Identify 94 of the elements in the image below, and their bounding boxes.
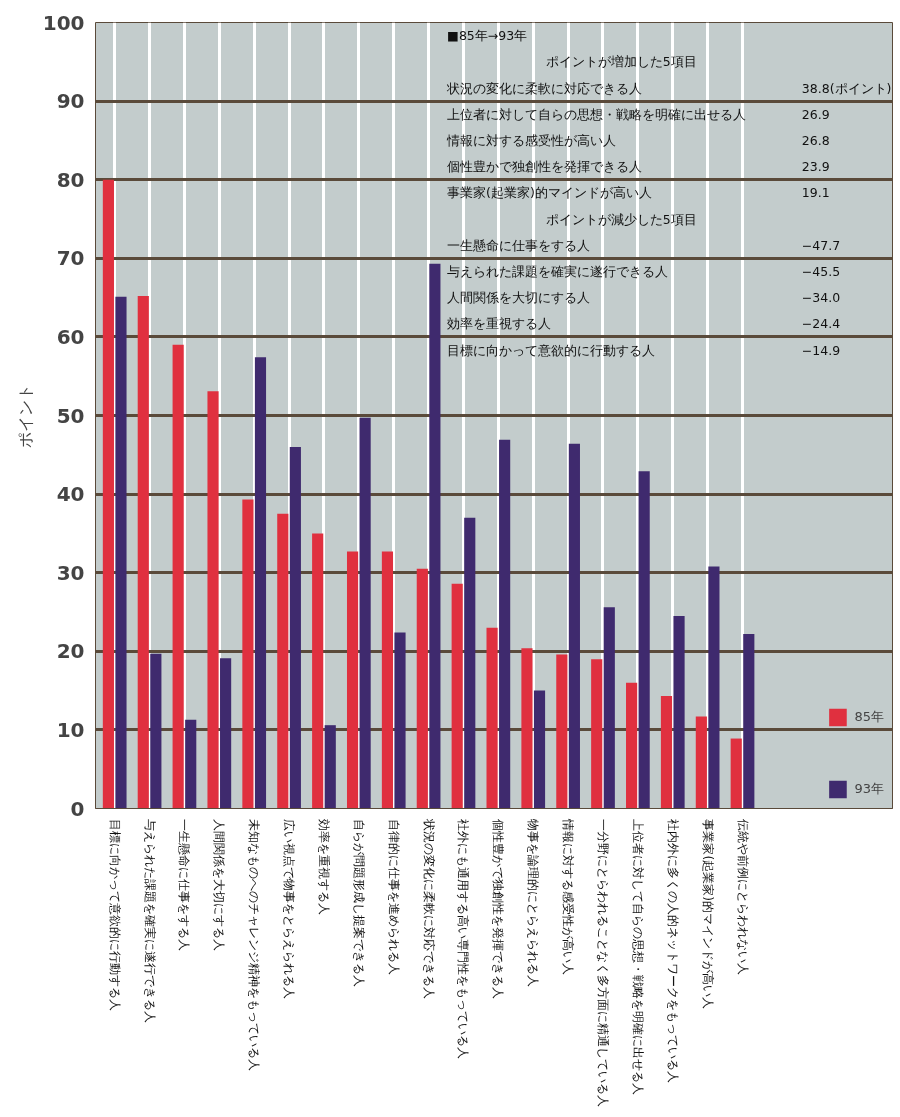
bar	[289, 446, 301, 809]
y-tick-label: 40	[56, 482, 85, 507]
bar	[568, 443, 580, 809]
bar	[242, 499, 254, 809]
category-label: 上位者に対して自らの思想・戦略を明確に出せる人	[447, 106, 747, 122]
x-tick-label: 一生懸命に仕事をする人	[177, 819, 192, 952]
bar	[451, 583, 463, 809]
text: 38.8(ポイント)	[801, 80, 892, 96]
bar	[533, 690, 546, 809]
category-label: 情報に対する感受性が高い人	[446, 132, 617, 148]
y-tick-label: 100	[42, 10, 85, 35]
bar	[486, 627, 498, 809]
category-label: 状況の変化に柔軟に対応できる人	[446, 80, 643, 96]
bar	[521, 648, 533, 809]
bar	[346, 551, 359, 809]
bar	[102, 179, 114, 809]
x-tick-label: 与えられた課題を確実に遂行できる人	[142, 819, 157, 1024]
bar	[416, 568, 428, 809]
bar	[464, 517, 476, 809]
x-tick-label: 自らが問題形成し提案できる人	[351, 819, 366, 988]
y-tick-label: 60	[56, 324, 85, 349]
y-tick-label: 10	[56, 717, 85, 742]
bar	[277, 513, 289, 809]
x-tick-label: 未知なものへのチャレンジ精神をもっている人	[247, 819, 262, 1072]
y-axis-title: ポイント	[15, 383, 35, 448]
annotation: ポイントが増加した5項目	[545, 54, 697, 70]
x-tick-label: 自律的に仕事を進められる人	[386, 819, 401, 976]
bar	[730, 738, 742, 809]
bar	[708, 566, 720, 809]
text: ■85年→93年	[447, 28, 528, 44]
x-tick-label: 情報に対する感受性が高い人	[561, 818, 576, 976]
text: −47.7	[801, 237, 841, 253]
x-tick-label: 上位者に対して自らの思想・戦略を明確に出せる人	[630, 819, 645, 1096]
bar	[626, 682, 638, 809]
bar	[115, 296, 127, 809]
bar	[660, 696, 673, 809]
y-tick-label: 80	[56, 167, 85, 192]
x-tick-label: 広い視点で物事をとらえられる人	[282, 819, 297, 1000]
bar	[743, 634, 755, 809]
legend-label: 85年	[854, 708, 884, 726]
y-tick-label: 0	[70, 796, 85, 821]
x-tick-label: 社外にも通用する高い専門性をもっている人	[456, 819, 471, 1060]
y-tick-label: 90	[56, 89, 85, 114]
bar	[499, 439, 511, 809]
category-label: 事業家(起業家)的マインドが高い人	[447, 185, 652, 201]
bar	[673, 615, 685, 809]
y-tick-label: 50	[56, 403, 85, 428]
x-tick-label: 目標に向かって意欲的に行動する人	[107, 819, 122, 1012]
bar	[556, 654, 568, 809]
bar	[220, 658, 232, 809]
bar	[312, 533, 324, 809]
bar	[429, 263, 441, 809]
x-tick-label: 社内外に多くの人的ネットワークをもっている人	[665, 819, 680, 1084]
bar	[185, 719, 197, 809]
text: −14.9	[801, 342, 841, 358]
bar	[603, 607, 615, 809]
annotation: ポイントが減少した5項目	[545, 211, 697, 227]
category-label: 一生懸命に仕事をする人	[447, 237, 591, 253]
x-tick-label: 個性豊かで独創性を発揮できる人	[491, 819, 506, 1000]
category-label: 与えられた課題を確実に遂行できる人	[447, 263, 669, 279]
bar	[150, 653, 162, 809]
category-label: 効率を重視する人	[447, 316, 552, 332]
bar	[381, 551, 394, 809]
category-label: 個性豊かで独創性を発揮できる人	[447, 159, 643, 175]
x-tick-label: 状況の変化に柔軟に対応できる人	[421, 818, 436, 1000]
text: −45.5	[801, 263, 841, 279]
text: 26.9	[801, 106, 830, 122]
legend-label: 93年	[854, 780, 884, 798]
y-tick-label: 70	[56, 246, 85, 271]
bar	[324, 725, 336, 809]
text: −24.4	[801, 316, 841, 332]
y-tick-label: 30	[56, 560, 85, 585]
bar	[638, 471, 650, 809]
x-tick-label: 事業家(起業家)的マインドが高い人	[700, 819, 715, 1009]
text: 19.1	[801, 185, 830, 201]
bar	[394, 632, 406, 809]
bar	[695, 716, 707, 809]
category-label: 人間関係を大切にする人	[447, 290, 591, 306]
bar	[591, 659, 603, 809]
x-tick-label: 効率を重視する人	[316, 819, 331, 916]
x-tick-label: 伝統や前例にとらわれない人	[735, 819, 750, 976]
bar	[207, 391, 219, 809]
bar	[359, 417, 371, 809]
bar	[172, 344, 184, 809]
bar	[254, 357, 267, 809]
text: −34.0	[801, 290, 841, 306]
x-tick-label: 人間関係を大切にする人	[212, 819, 227, 952]
y-tick-label: 20	[56, 639, 85, 664]
x-tick-label: 一分野にとらわれることなく多方面に精通している人	[596, 819, 610, 1108]
text: 26.8	[801, 132, 830, 148]
bar	[137, 296, 149, 809]
text: 23.9	[801, 159, 830, 175]
category-label: 目標に向かって意欲的に行動する人	[447, 342, 656, 358]
x-tick-label: 物事を論理的にとらえられる人	[526, 819, 541, 988]
